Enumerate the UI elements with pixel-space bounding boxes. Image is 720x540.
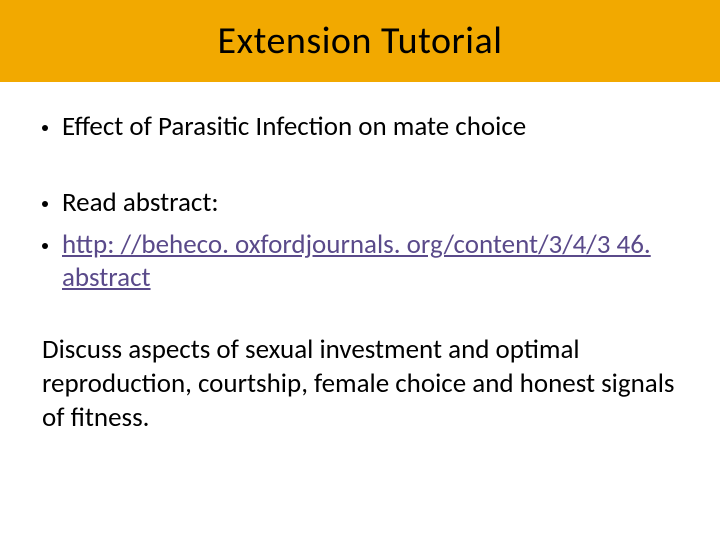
bullet-text: Effect of Parasitic Infection on mate ch… (62, 110, 526, 144)
bullet-item: Effect of Parasitic Infection on mate ch… (42, 110, 678, 144)
bullet-link[interactable]: http: //beheco. oxfordjournals. org/cont… (62, 228, 678, 296)
paragraph-text: Discuss aspects of sexual investment and… (42, 333, 678, 434)
slide-content: Effect of Parasitic Infection on mate ch… (0, 82, 720, 434)
bullet-item: Read abstract: (42, 186, 678, 220)
bullet-dot-icon (42, 125, 48, 131)
bullet-dot-icon (42, 243, 48, 249)
slide-title: Extension Tutorial (0, 18, 720, 64)
title-band: Extension Tutorial (0, 0, 720, 82)
bullet-text: Read abstract: (62, 186, 219, 220)
spacer (42, 152, 678, 186)
bullet-dot-icon (42, 201, 48, 207)
spacer (42, 303, 678, 333)
bullet-item: http: //beheco. oxfordjournals. org/cont… (42, 228, 678, 296)
